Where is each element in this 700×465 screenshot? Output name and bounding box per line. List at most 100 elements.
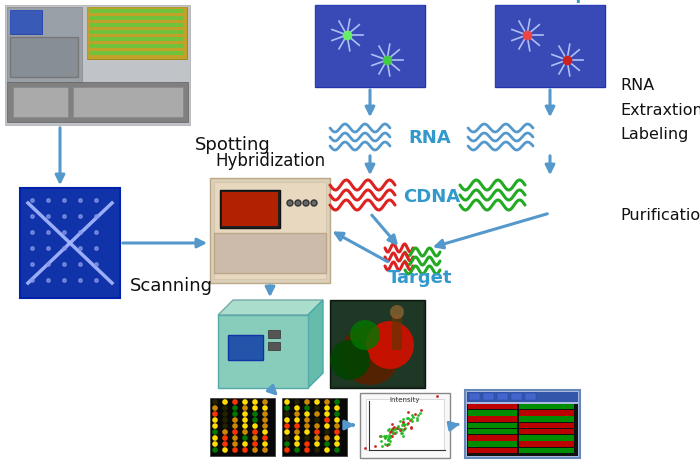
Circle shape [284,447,290,453]
Bar [315,5,425,87]
Bar [519,417,574,422]
Circle shape [324,423,330,429]
Circle shape [262,405,268,411]
Bar [268,330,280,338]
Bar [519,410,574,416]
Bar [210,178,330,283]
Bar [89,37,183,41]
Bar [519,429,574,434]
Circle shape [212,423,218,429]
Bar [519,435,574,441]
Circle shape [252,417,258,423]
Bar [468,448,517,453]
Circle shape [284,417,290,423]
Bar [268,342,280,350]
Polygon shape [218,300,323,315]
Circle shape [311,200,317,206]
Circle shape [252,411,258,417]
Circle shape [252,399,258,405]
Circle shape [314,405,320,411]
Circle shape [334,405,340,411]
Circle shape [262,447,268,453]
Circle shape [222,429,228,435]
Circle shape [222,435,228,441]
Circle shape [314,417,320,423]
Bar [497,393,508,400]
Bar [214,182,326,279]
Bar [89,23,183,27]
Bar [468,410,517,416]
Circle shape [314,435,320,441]
Text: Scanning: Scanning [130,277,213,295]
Circle shape [262,441,268,447]
Circle shape [222,399,228,405]
Circle shape [222,441,228,447]
Bar [222,192,278,226]
Circle shape [232,441,238,447]
Circle shape [262,399,268,405]
Circle shape [232,417,238,423]
Bar [392,315,402,350]
Circle shape [340,325,400,385]
Bar [469,393,480,400]
Circle shape [314,399,320,405]
Circle shape [304,423,310,429]
Circle shape [284,405,290,411]
Circle shape [294,405,300,411]
Bar [210,398,275,456]
Circle shape [303,200,309,206]
Circle shape [284,399,290,405]
Bar [89,30,183,34]
Circle shape [304,435,310,441]
Bar [5,5,190,125]
Circle shape [294,411,300,417]
Bar [10,37,78,77]
Text: Control: Control [335,0,405,3]
Circle shape [314,411,320,417]
Bar [519,404,574,410]
Circle shape [314,441,320,447]
Circle shape [330,340,370,380]
Circle shape [232,435,238,441]
Circle shape [222,411,228,417]
Bar [87,7,187,59]
Circle shape [262,435,268,441]
Circle shape [212,399,218,405]
Bar [332,302,423,386]
Bar [10,10,42,34]
Bar [89,9,183,13]
Circle shape [334,429,340,435]
Circle shape [262,417,268,423]
Bar [366,399,444,450]
Bar [495,5,605,87]
Text: Target: Target [388,269,452,287]
Circle shape [284,423,290,429]
Bar [10,10,42,34]
Circle shape [324,411,330,417]
Circle shape [284,441,290,447]
Circle shape [232,399,238,405]
Circle shape [366,321,414,369]
Circle shape [304,429,310,435]
Circle shape [334,435,340,441]
Circle shape [242,435,248,441]
Circle shape [212,447,218,453]
Bar [519,423,574,428]
Circle shape [262,411,268,417]
Bar [222,192,278,226]
Bar [7,7,82,82]
Circle shape [324,429,330,435]
Bar [468,429,517,434]
Bar [218,315,308,388]
Circle shape [390,305,404,319]
Bar [465,390,580,458]
Circle shape [284,435,290,441]
Circle shape [222,405,228,411]
Circle shape [294,441,300,447]
Bar [228,335,263,360]
Bar [468,417,517,422]
Bar [468,441,517,447]
Text: RNA
Extraxtion
Labeling: RNA Extraxtion Labeling [620,78,700,142]
Circle shape [212,429,218,435]
Circle shape [324,447,330,453]
